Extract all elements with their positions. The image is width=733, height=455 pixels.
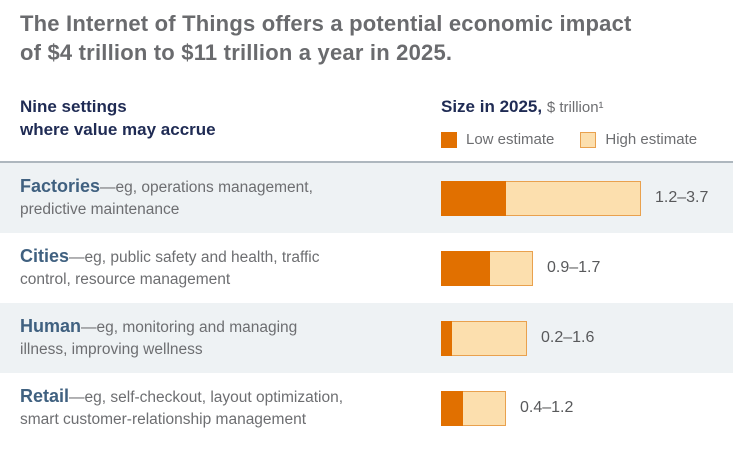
legend-item-low: Low estimate	[441, 131, 554, 148]
size-label: Size in 2025,	[441, 97, 543, 116]
range-label: 0.9–1.7	[547, 259, 601, 276]
low-estimate-bar	[441, 320, 452, 356]
range-label: 0.4–1.2	[520, 399, 574, 416]
high-estimate-swatch	[580, 131, 597, 148]
row-label: Retail—eg, self-checkout, layout optimiz…	[0, 385, 441, 431]
range-label: 0.2–1.6	[541, 329, 595, 346]
bar-area: 0.4–1.2	[441, 390, 574, 426]
high-estimate-bar	[441, 250, 533, 286]
iot-impact-chart: The Internet of Things offers a potentia…	[0, 11, 733, 443]
category-name: Retail	[20, 386, 70, 406]
settings-heading: Nine settings where value may accrue	[20, 97, 216, 139]
bar-area: 0.9–1.7	[441, 250, 601, 286]
table-row: Cities—eg, public safety and health, tra…	[0, 233, 733, 303]
chart-title: The Internet of Things offers a potentia…	[20, 11, 632, 65]
category-description: —eg, self-checkout, layout optimization,…	[20, 389, 343, 428]
high-estimate-bar	[441, 320, 527, 356]
legend-item-high: High estimate	[580, 131, 697, 148]
size-header-block: Size in 2025, $ trillion¹ Low estimate H…	[441, 95, 733, 148]
legend-label-high: High estimate	[605, 131, 698, 148]
table-row: Human—eg, monitoring and managing illnes…	[0, 303, 733, 373]
high-estimate-bar	[441, 390, 506, 426]
divider-line	[0, 161, 733, 163]
table-row: Retail—eg, self-checkout, layout optimiz…	[0, 373, 733, 443]
size-heading: Size in 2025, $ trillion¹	[441, 95, 733, 119]
category-description: —eg, monitoring and managing illness, im…	[20, 319, 298, 358]
low-estimate-bar	[441, 250, 490, 286]
category-description: —eg, operations management, predictive m…	[20, 179, 313, 218]
category-name: Cities	[20, 246, 70, 266]
table-row: Factories—eg, operations management, pre…	[0, 163, 733, 233]
size-unit-label: $ trillion¹	[546, 99, 604, 116]
range-label: 1.2–3.7	[655, 189, 709, 206]
category-name: Factories	[20, 176, 101, 196]
low-estimate-swatch	[441, 131, 457, 148]
bar-area: 0.2–1.6	[441, 320, 595, 356]
row-label: Human—eg, monitoring and managing illnes…	[0, 315, 441, 361]
category-name: Human	[20, 316, 82, 336]
high-estimate-bar	[441, 180, 641, 216]
legend-label-low: Low estimate	[466, 131, 555, 148]
category-description: —eg, public safety and health, traffic c…	[20, 249, 320, 288]
row-label: Factories—eg, operations management, pre…	[0, 175, 441, 221]
bar-area: 1.2–3.7	[441, 180, 709, 216]
legend: Low estimate High estimate	[441, 131, 733, 148]
bar-rows: Factories—eg, operations management, pre…	[0, 163, 733, 443]
row-label: Cities—eg, public safety and health, tra…	[0, 245, 441, 291]
chart-header: Nine settings where value may accrue Siz…	[0, 95, 733, 148]
low-estimate-bar	[441, 390, 463, 426]
low-estimate-bar	[441, 180, 506, 216]
